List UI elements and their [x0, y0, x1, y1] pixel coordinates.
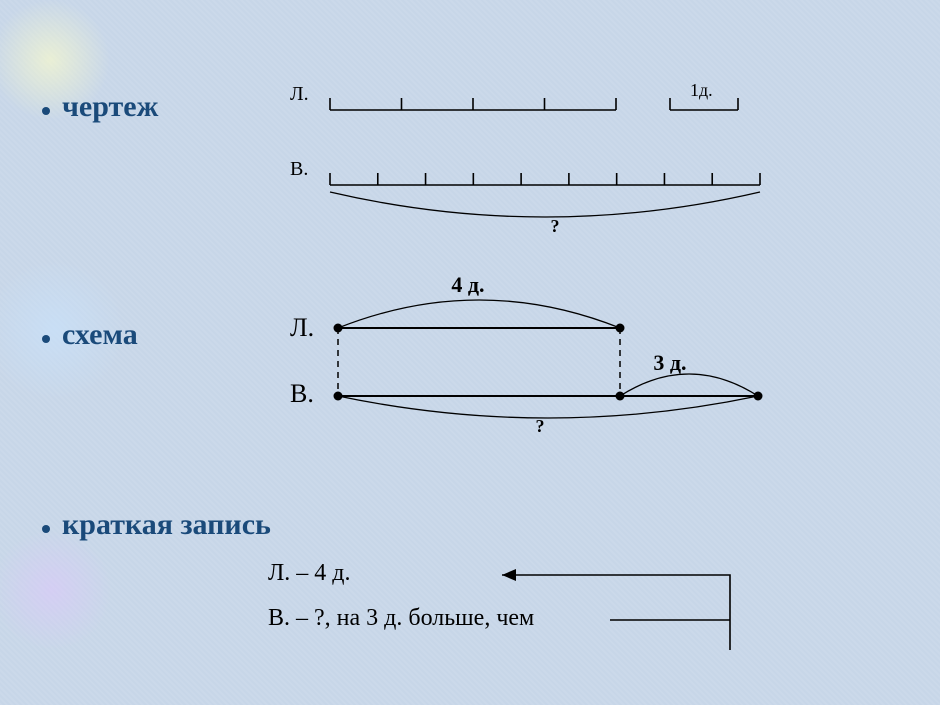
short-line1: Л. – 4 д. [268, 560, 351, 586]
diagram-canvas: Л. 1д. В.? Л. В. 4 д. 3 д.? Л. – 4 д. В. – ?, на… [0, 0, 940, 705]
drawing-row1-label: Л. [290, 83, 309, 105]
drawing-row2-label: В. [290, 158, 308, 180]
drawing-question: ? [551, 216, 560, 236]
schema-L-label: Л. [290, 313, 314, 342]
arrowhead-icon [502, 569, 516, 581]
drawing-unit-label: 1д. [690, 80, 713, 100]
short-arrow-path [502, 575, 730, 650]
schema-V-label: В. [290, 379, 314, 408]
schema-top-label: 4 д. [451, 272, 484, 297]
schema-question: ? [536, 416, 545, 436]
schema-right-label: 3 д. [653, 350, 686, 375]
short-line2: В. – ?, на 3 д. больше, чем [268, 605, 534, 631]
